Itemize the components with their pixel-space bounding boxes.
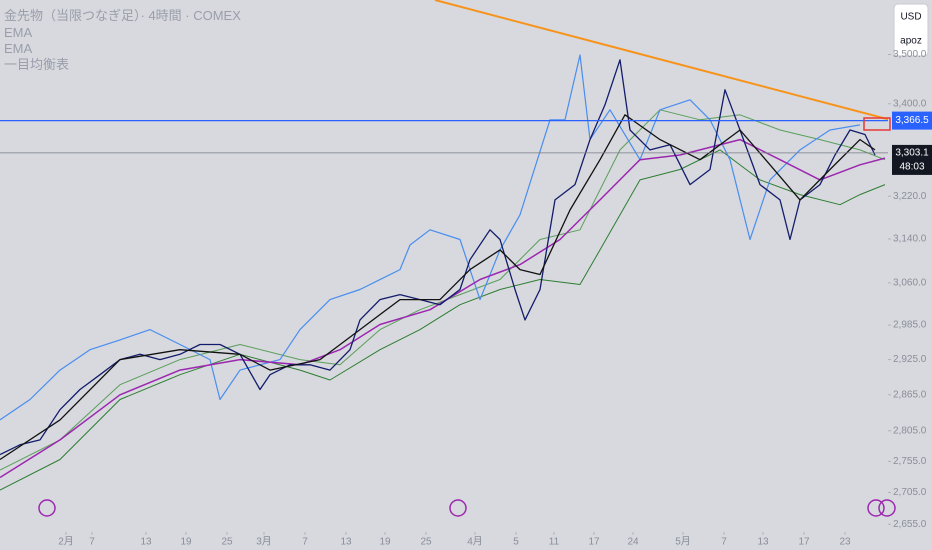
x-tick-label: 4月 [467,536,483,548]
y-tick-label: 2,655.0 [893,519,927,530]
legend-entry: EMA [4,25,33,40]
y-tick-label: 2,985.0 [893,320,927,331]
price-label: 3,366.5 [895,115,929,126]
x-tick-label: 23 [839,537,851,548]
ema-line [0,114,876,461]
y-tick-label: 2,805.0 [893,425,927,436]
x-tick-label: 13 [340,537,352,548]
plot-area [0,0,891,491]
chart-title: 金先物（当限つなぎ足）· 4時間 · COMEX [4,8,241,23]
event-icon[interactable] [878,499,896,517]
x-tick-label: 17 [798,537,810,548]
x-tick-label: 3月 [256,536,272,548]
x-tick-label: 19 [180,537,192,548]
x-tick-label: 25 [221,537,233,548]
y-tick-label: 3,060.0 [893,278,927,289]
price-label-box [892,111,932,130]
last-price-box [892,144,932,175]
countdown-label: 48:03 [899,162,924,173]
x-tick-label: 13 [140,537,152,548]
axis-settings[interactable] [893,3,929,57]
event-icon[interactable] [38,499,56,517]
y-tick-label: 2,865.0 [893,389,927,400]
x-tick-label: 2月 [58,536,74,548]
y-tick-label: 3,400.0 [893,98,927,109]
x-tick-label: 19 [379,537,391,548]
currency-button[interactable]: USD [900,12,921,23]
y-tick-label: 2,925.0 [893,354,927,365]
trend-line [434,0,891,121]
last-price-label: 3,303.1 [895,148,929,159]
ema-line [0,138,886,479]
axis-mode-button[interactable]: apoz [900,36,922,47]
x-tick-label: 7 [89,537,95,548]
event-icon[interactable] [449,499,467,517]
x-tick-label: 5月 [675,536,691,548]
x-tick-label: 5 [513,537,519,548]
y-tick-label: 2,755.0 [893,456,927,467]
y-tick-label: 3,140.0 [893,234,927,245]
x-tick-label: 24 [627,537,639,548]
x-tick-label: 7 [721,537,727,548]
x-tick-label: 11 [549,537,560,548]
event-icon[interactable] [867,499,885,517]
annotation-box [863,117,891,131]
y-tick-label: 3,220.0 [893,191,927,202]
legend-entry: 一目均衡表 [4,57,69,72]
x-tick-label: 25 [420,537,432,548]
y-tick-label: 3,500.0 [893,49,927,60]
y-tick-label: 2,705.0 [893,487,927,498]
price-line [0,59,876,456]
price-axis [888,0,932,550]
legend-entry: EMA [4,41,33,56]
event-icons [38,499,896,517]
x-tick-label: 17 [588,537,600,548]
x-tick-label: 7 [302,537,308,548]
x-tick-label: 13 [757,537,769,548]
